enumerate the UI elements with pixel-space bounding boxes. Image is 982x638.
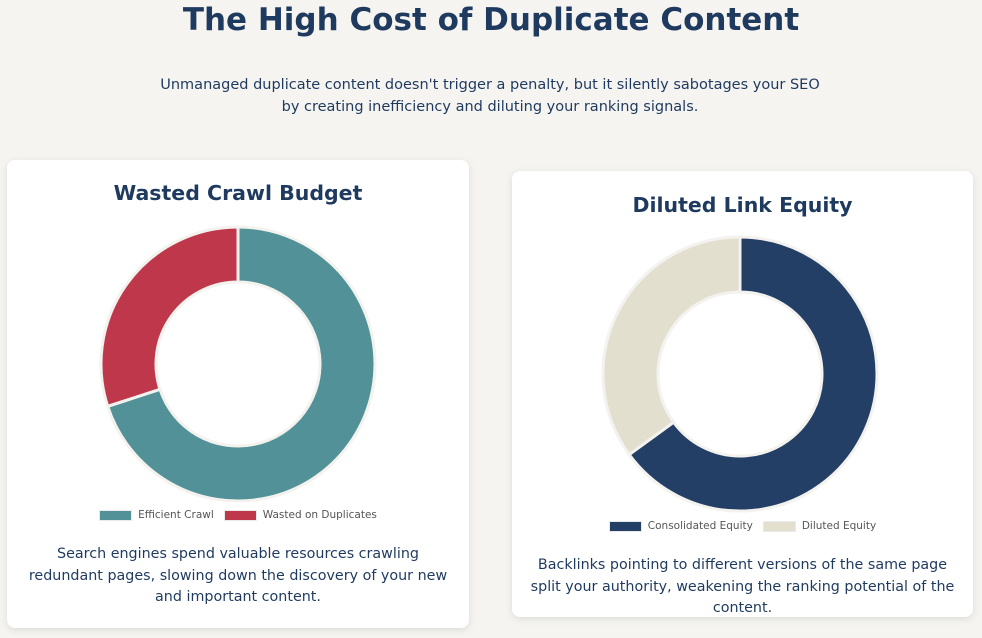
card-title: Diluted Link Equity [632, 193, 853, 217]
card-description: Backlinks pointing to different versions… [530, 557, 955, 616]
legend-label: Efficient Crawl [138, 509, 214, 521]
intro-text: Unmanaged duplicate content doesn't trig… [160, 77, 820, 115]
legend-swatch [762, 520, 796, 532]
donut-slice-diluted-equity[interactable] [601, 235, 742, 457]
crawl-donut-chart [99, 225, 377, 503]
donut-slice-consolidated-equity[interactable] [627, 235, 879, 513]
card-description: Search engines spend valuable resources … [28, 546, 448, 605]
legend-label: Consolidated Equity [647, 520, 753, 532]
donut-slice-wasted-on-duplicates[interactable] [99, 225, 240, 409]
legend-item-diluted-equity[interactable]: Diluted Equity [762, 520, 877, 532]
chart-legend: Consolidated Equity Diluted Equity [512, 520, 973, 532]
equity-donut-chart [601, 235, 879, 513]
legend-item-efficient-crawl[interactable]: Efficient Crawl [99, 509, 214, 521]
legend-item-wasted-duplicates[interactable]: Wasted on Duplicates [223, 509, 377, 521]
link-equity-card: Diluted Link Equity Consolidated Equity … [512, 171, 973, 617]
legend-label: Wasted on Duplicates [262, 509, 377, 521]
legend-swatch [608, 520, 642, 532]
page-title: The High Cost of Duplicate Content [182, 2, 800, 38]
crawl-budget-card: Wasted Crawl Budget Efficient Crawl Wast… [7, 160, 469, 628]
legend-swatch [99, 509, 133, 521]
donut-slice-efficient-crawl[interactable] [105, 225, 377, 503]
legend-item-consolidated-equity[interactable]: Consolidated Equity [608, 520, 753, 532]
card-title: Wasted Crawl Budget [113, 181, 363, 205]
chart-legend: Efficient Crawl Wasted on Duplicates [7, 509, 469, 521]
legend-label: Diluted Equity [801, 520, 877, 532]
legend-swatch [223, 509, 257, 521]
